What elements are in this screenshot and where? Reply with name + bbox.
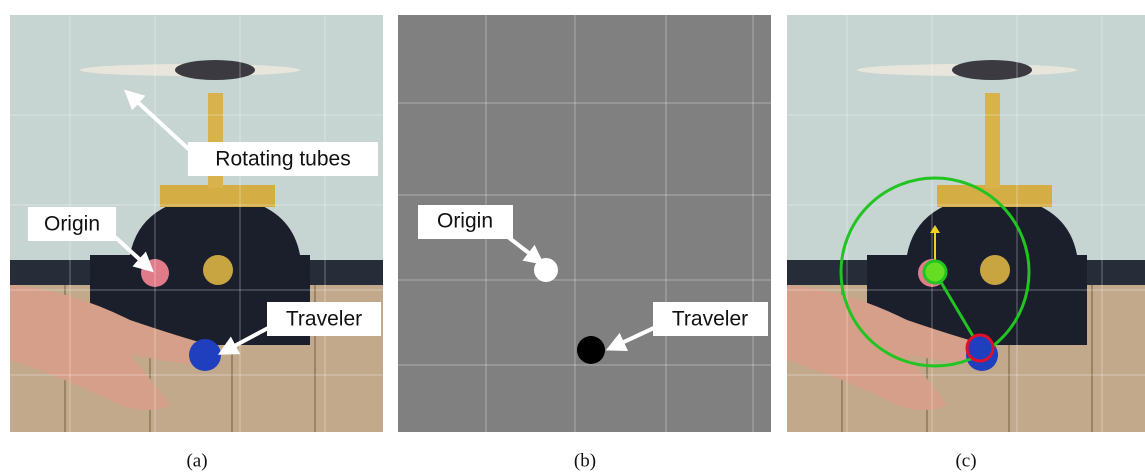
label-box xyxy=(28,207,116,241)
label: Origin xyxy=(44,213,100,236)
label-box xyxy=(418,205,513,239)
label-box xyxy=(188,142,378,176)
panel-b: Origin Traveler xyxy=(398,15,771,432)
caption: (c) xyxy=(955,450,976,471)
arrow xyxy=(124,89,197,157)
panel-a: Rotating tubes Origin Traveler xyxy=(10,15,383,432)
panel-c xyxy=(787,15,1145,432)
label: Origin xyxy=(437,210,493,233)
label-box xyxy=(267,302,381,336)
label-box xyxy=(653,302,768,336)
label: Traveler xyxy=(672,308,748,331)
label: Rotating tubes xyxy=(215,148,350,171)
photo xyxy=(787,15,1145,432)
arrow xyxy=(605,325,657,352)
arrow xyxy=(506,235,545,265)
label: Traveler xyxy=(286,308,362,331)
arrow xyxy=(113,235,154,273)
arrow xyxy=(217,325,271,355)
caption: (b) xyxy=(574,450,596,471)
caption: (a) xyxy=(186,450,207,471)
